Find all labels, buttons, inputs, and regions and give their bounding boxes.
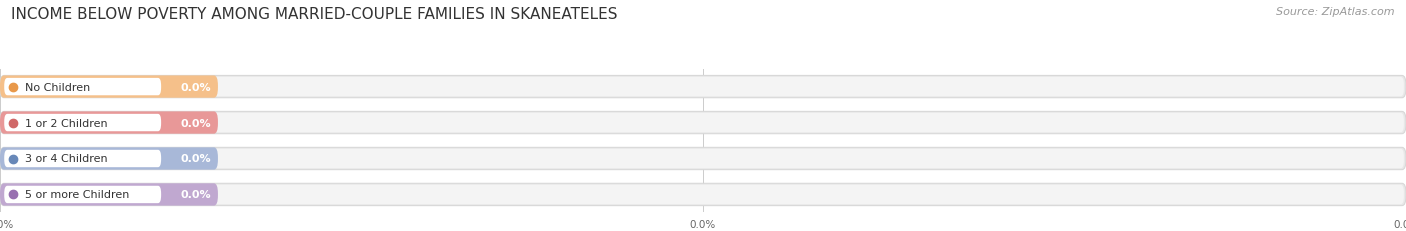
FancyBboxPatch shape <box>0 112 218 134</box>
Text: No Children: No Children <box>25 82 90 92</box>
Text: 0.0%: 0.0% <box>0 219 13 229</box>
FancyBboxPatch shape <box>4 79 162 96</box>
Text: 0.0%: 0.0% <box>1393 219 1406 229</box>
Text: 0.0%: 0.0% <box>690 219 716 229</box>
Text: 3 or 4 Children: 3 or 4 Children <box>25 154 108 164</box>
FancyBboxPatch shape <box>4 114 162 132</box>
FancyBboxPatch shape <box>4 150 162 167</box>
Text: 0.0%: 0.0% <box>180 190 211 200</box>
FancyBboxPatch shape <box>0 148 218 170</box>
Text: Source: ZipAtlas.com: Source: ZipAtlas.com <box>1277 7 1395 17</box>
Text: 0.0%: 0.0% <box>180 154 211 164</box>
FancyBboxPatch shape <box>0 183 218 206</box>
FancyBboxPatch shape <box>3 149 1403 168</box>
FancyBboxPatch shape <box>3 185 1403 204</box>
Text: 5 or more Children: 5 or more Children <box>25 190 129 200</box>
Text: INCOME BELOW POVERTY AMONG MARRIED-COUPLE FAMILIES IN SKANEATELES: INCOME BELOW POVERTY AMONG MARRIED-COUPL… <box>11 7 617 22</box>
FancyBboxPatch shape <box>0 183 1406 206</box>
FancyBboxPatch shape <box>3 78 1403 97</box>
FancyBboxPatch shape <box>0 112 1406 134</box>
Text: 1 or 2 Children: 1 or 2 Children <box>25 118 108 128</box>
FancyBboxPatch shape <box>0 76 1406 98</box>
FancyBboxPatch shape <box>4 186 162 203</box>
Text: 0.0%: 0.0% <box>180 118 211 128</box>
Text: 0.0%: 0.0% <box>180 82 211 92</box>
FancyBboxPatch shape <box>0 148 1406 170</box>
FancyBboxPatch shape <box>3 113 1403 133</box>
FancyBboxPatch shape <box>0 76 218 98</box>
